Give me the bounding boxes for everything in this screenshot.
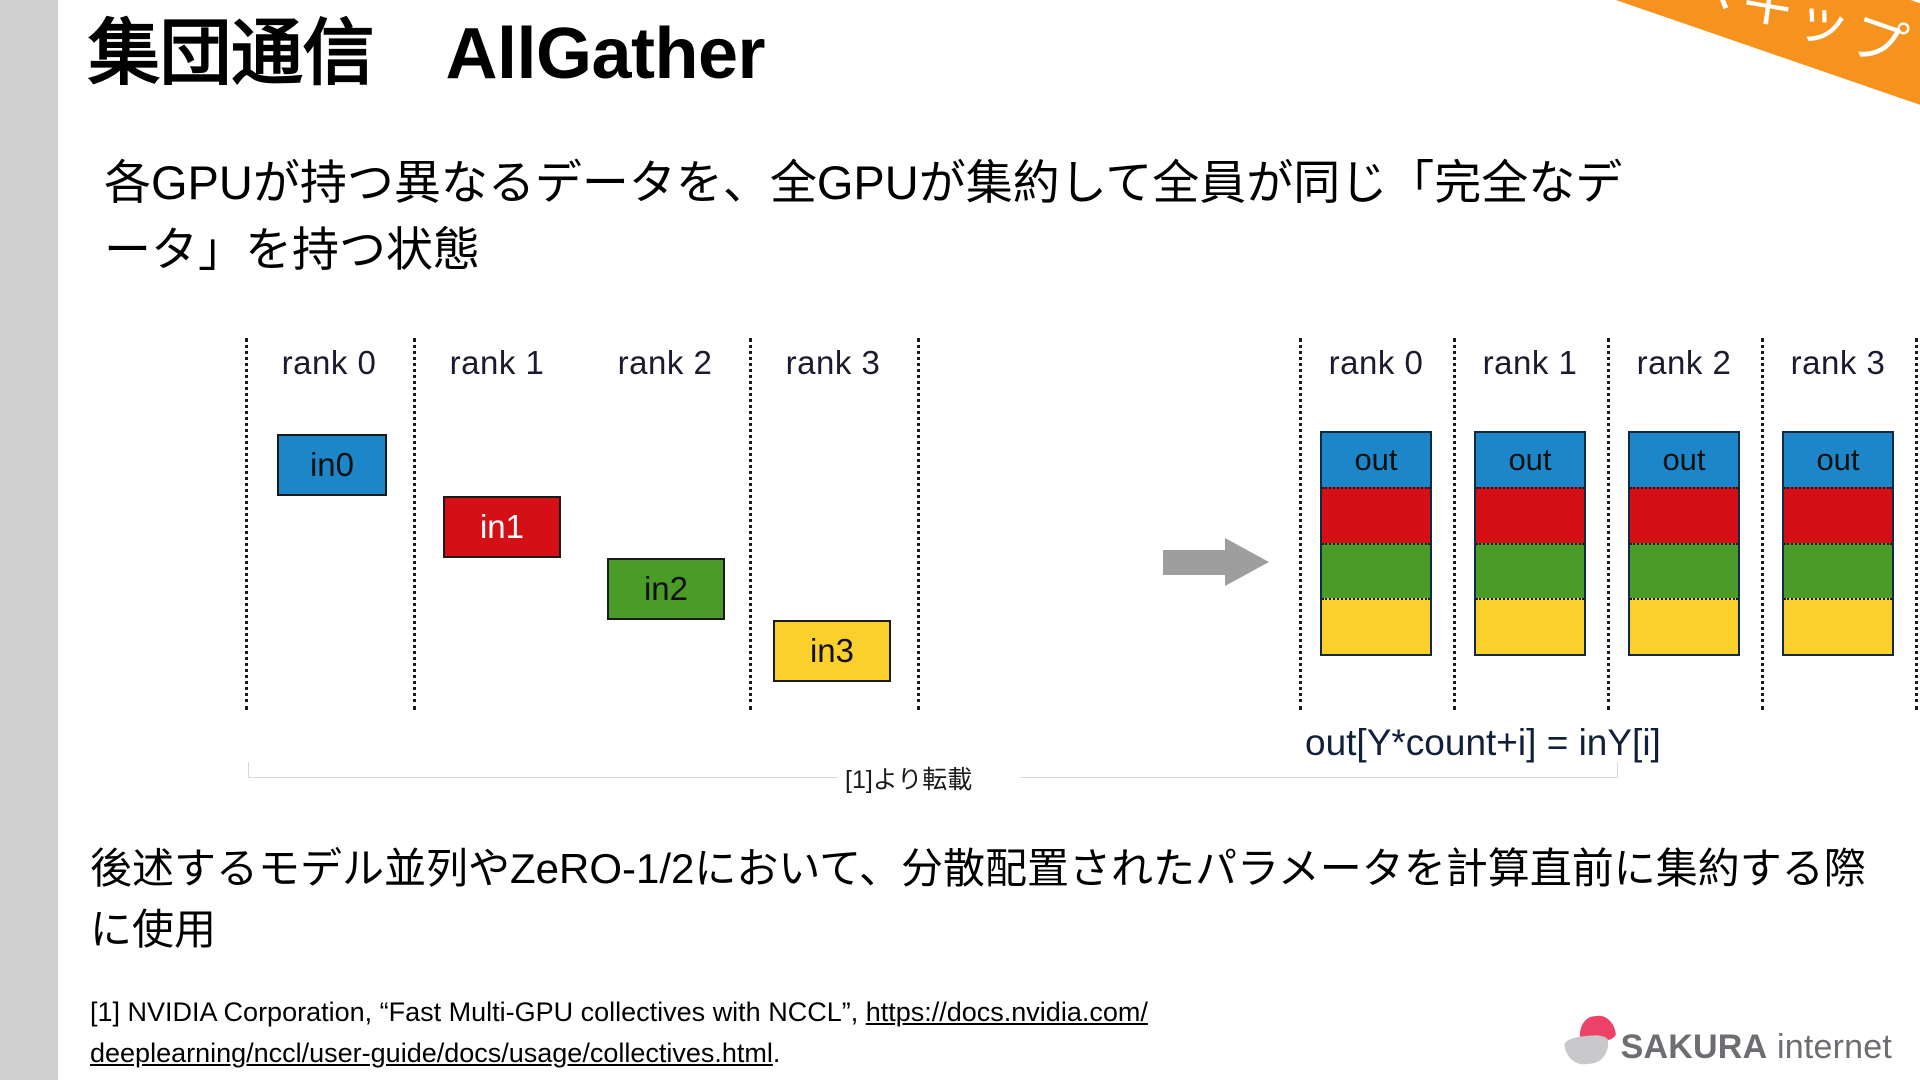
output-bar — [1628, 431, 1740, 656]
hairline-right — [1020, 777, 1618, 778]
input-column-rank-1: rank 1 in1 — [413, 338, 581, 710]
citation-period: . — [772, 1038, 781, 1069]
rank-label: rank 3 — [1790, 344, 1886, 381]
divider-line — [1915, 338, 1918, 710]
output-column-rank-2: rank 2 out — [1607, 338, 1761, 710]
output-column-rank-0: rank 0 out — [1299, 338, 1453, 710]
input-box-label: in1 — [479, 508, 525, 545]
output-column-rank-3: rank 3 out — [1761, 338, 1915, 710]
divider-line — [245, 338, 248, 710]
logo-text-light: internet — [1776, 1028, 1892, 1066]
hairline-tick — [1617, 762, 1618, 778]
left-accent-strip — [0, 0, 58, 1080]
right-arrow-icon — [1163, 538, 1269, 586]
rank-label: rank 0 — [281, 344, 377, 381]
divider-line — [1299, 338, 1302, 710]
input-box-label: in0 — [309, 446, 355, 483]
input-box-in2: in2 — [607, 558, 725, 620]
allgather-diagram: rank 0 in0 rank 1 in1 rank 2 in2 rank 3 — [245, 338, 1918, 778]
input-box-label: in2 — [643, 570, 689, 607]
rank-label: rank 1 — [1482, 344, 1578, 381]
input-box-in0: in0 — [277, 434, 387, 496]
rank-label: rank 2 — [617, 344, 713, 381]
logo-text-bold: SAKURA — [1620, 1028, 1768, 1066]
skip-ribbon-label: スキップ — [1677, 0, 1917, 81]
body-paragraph: 後述するモデル並列やZeRO-1/2において、分散配置されたパラメータを計算直前… — [90, 845, 1866, 954]
citation-block: [1] NVIDIA Corporation, “Fast Multi-GPU … — [90, 992, 1510, 1074]
citation-link-part1[interactable]: https://docs.nvidia.com/ — [865, 997, 1148, 1027]
rank-label: rank 3 — [785, 344, 881, 381]
input-box-label: in3 — [809, 632, 855, 669]
logo-text: SAKURA internet — [1621, 1030, 1892, 1066]
hairline-tick — [248, 762, 249, 778]
input-box-in1: in1 — [443, 496, 561, 558]
input-column-rank-0: rank 0 in0 — [245, 338, 413, 710]
citation-link-part2[interactable]: deeplearning/nccl/user-guide/docs/usage/… — [90, 1038, 773, 1069]
sakura-petal-icon — [1563, 1013, 1619, 1067]
page-title: 集団通信 AllGather — [88, 14, 766, 94]
input-box-in3: in3 — [773, 620, 891, 682]
rank-label: rank 2 — [1636, 344, 1732, 381]
divider-line — [1761, 338, 1764, 710]
divider-line — [917, 338, 920, 710]
input-column-rank-3: rank 3 in3 — [749, 338, 917, 710]
output-column-rank-1: rank 1 out — [1453, 338, 1607, 710]
output-bar — [1474, 431, 1586, 656]
rank-label: rank 0 — [1328, 344, 1424, 381]
divider-line — [413, 338, 416, 710]
skip-ribbon[interactable]: スキップ — [1612, 0, 1920, 116]
divider-line — [1607, 338, 1610, 710]
input-column-rank-2: rank 2 in2 — [581, 338, 749, 710]
sakura-internet-logo: SAKURA internet — [1563, 1002, 1892, 1067]
rank-label: rank 1 — [449, 344, 545, 381]
hairline-left — [248, 777, 838, 778]
divider-line — [1453, 338, 1456, 710]
lead-paragraph: 各GPUが持つ異なるデータを、全GPUが集約して全員が同じ「完全なデータ」を持つ… — [104, 156, 1623, 276]
formula-text: out[Y*count+i] = inY[i] — [1305, 722, 1661, 763]
output-bar — [1320, 431, 1432, 656]
divider-line — [749, 338, 752, 710]
diagram-caption: [1]より転載 — [845, 766, 973, 794]
output-bar — [1782, 431, 1894, 656]
citation-text: [1] NVIDIA Corporation, “Fast Multi-GPU … — [90, 997, 866, 1027]
